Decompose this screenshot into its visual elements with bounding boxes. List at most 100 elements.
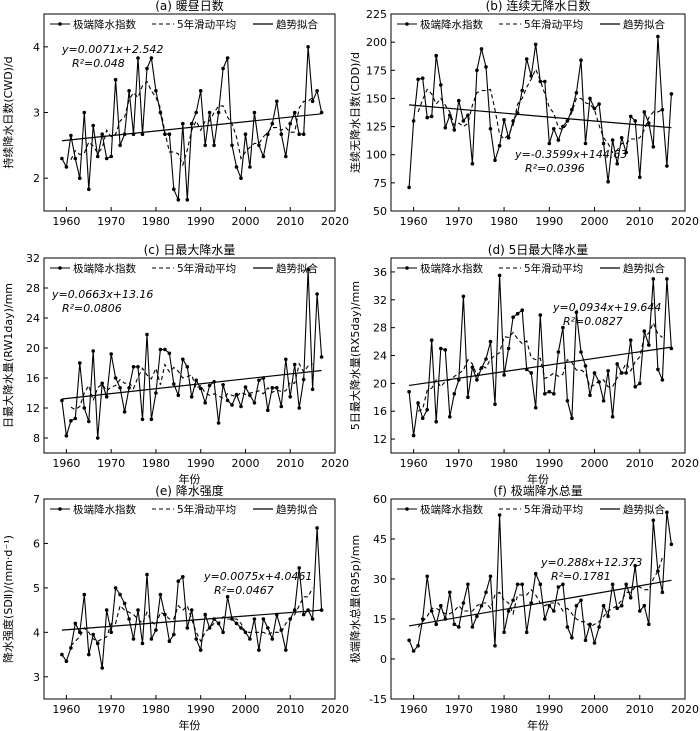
data-point bbox=[574, 91, 579, 95]
data-point bbox=[73, 621, 78, 626]
data-point bbox=[574, 603, 579, 608]
chart-title: (a) 暖昼日数 bbox=[155, 0, 224, 13]
x-tick-label: 1990 bbox=[535, 703, 563, 716]
data-point bbox=[642, 110, 647, 114]
trend-equation: y=0.0934x+19.644 bbox=[552, 301, 661, 314]
data-point bbox=[230, 617, 234, 621]
y-tick-label: 200 bbox=[366, 36, 387, 49]
data-point bbox=[633, 119, 637, 123]
data-point bbox=[172, 187, 176, 192]
data-point bbox=[484, 357, 488, 361]
data-point bbox=[243, 630, 248, 635]
plot-frame bbox=[43, 498, 336, 700]
data-point bbox=[176, 579, 181, 583]
data-point bbox=[266, 626, 270, 630]
data-point bbox=[619, 371, 624, 375]
index-line bbox=[61, 527, 323, 668]
data-point bbox=[407, 389, 411, 394]
y-tick-label: 16 bbox=[26, 372, 40, 385]
x-tick-label: 1980 bbox=[490, 457, 518, 470]
data-point bbox=[538, 582, 543, 587]
data-point bbox=[461, 601, 466, 605]
data-point bbox=[167, 351, 172, 356]
data-point bbox=[145, 66, 149, 71]
data-point bbox=[198, 386, 203, 391]
data-point bbox=[511, 119, 515, 123]
data-point bbox=[122, 410, 127, 414]
data-point bbox=[319, 355, 324, 359]
data-point bbox=[140, 132, 145, 136]
y-tick-label: 4 bbox=[33, 41, 40, 54]
data-point bbox=[140, 417, 145, 422]
data-point bbox=[547, 141, 552, 146]
data-point bbox=[651, 518, 656, 523]
data-point bbox=[95, 436, 100, 440]
data-point bbox=[198, 89, 203, 93]
chart-title: (b) 连续无降水日数 bbox=[486, 0, 591, 13]
chart-title: (c) 日最大降水量 bbox=[144, 243, 236, 257]
data-point bbox=[628, 114, 633, 119]
data-point bbox=[665, 510, 669, 515]
x-tick-label: 2000 bbox=[231, 215, 259, 228]
trend-equation: y=0.288x+12.373 bbox=[540, 556, 642, 569]
data-point bbox=[95, 154, 100, 159]
data-point bbox=[292, 362, 297, 367]
data-point bbox=[547, 603, 552, 608]
r-squared: R²=0.0396 bbox=[525, 162, 585, 175]
data-point bbox=[583, 364, 588, 368]
y-tick-label: 12 bbox=[26, 402, 40, 415]
x-tick-label: 2020 bbox=[671, 703, 699, 716]
data-point bbox=[194, 110, 198, 115]
x-tick-label: 1980 bbox=[490, 703, 518, 716]
x-tick-label: 2000 bbox=[581, 703, 609, 716]
data-point bbox=[452, 392, 457, 396]
data-point bbox=[60, 398, 64, 403]
x-tick-label: 1980 bbox=[142, 215, 170, 228]
trend-equation: y=-0.3599x+144.63 bbox=[514, 148, 627, 161]
legend-ma-label: 5年滑动平均 bbox=[177, 503, 236, 516]
data-point bbox=[656, 569, 660, 573]
y-axis-label: 极端降水总量(R95p)/mm bbox=[348, 535, 362, 663]
data-point bbox=[292, 608, 297, 612]
data-point bbox=[270, 386, 275, 390]
x-tick-label: 1990 bbox=[187, 703, 215, 716]
y-tick-label: 150 bbox=[366, 92, 387, 105]
data-point bbox=[552, 609, 556, 613]
data-point bbox=[651, 145, 656, 149]
legend-index-label: 极端降水指数 bbox=[73, 262, 136, 275]
data-point bbox=[69, 646, 73, 650]
data-point bbox=[502, 630, 506, 635]
data-point bbox=[457, 378, 461, 382]
legend-index-label: 极端降水指数 bbox=[420, 262, 483, 275]
y-tick-label: 20 bbox=[26, 342, 40, 355]
data-point bbox=[628, 595, 633, 600]
data-point bbox=[275, 99, 279, 104]
data-point bbox=[529, 601, 533, 605]
data-point bbox=[638, 175, 642, 179]
data-point bbox=[176, 393, 181, 398]
data-point bbox=[243, 132, 248, 136]
data-point bbox=[60, 652, 64, 657]
r-squared: R²=0.1781 bbox=[551, 570, 611, 583]
index-line bbox=[408, 512, 672, 653]
data-point bbox=[154, 89, 158, 93]
data-point bbox=[506, 609, 511, 613]
legend-ma-label: 5年滑动平均 bbox=[524, 18, 583, 31]
data-point bbox=[315, 292, 319, 296]
data-point bbox=[149, 637, 154, 641]
trend-equation: y=0.0071x+2.542 bbox=[61, 43, 163, 56]
data-point bbox=[524, 630, 529, 635]
data-point bbox=[306, 45, 310, 49]
data-point bbox=[234, 621, 239, 626]
legend-index-marker bbox=[58, 507, 62, 511]
data-point bbox=[638, 609, 642, 613]
data-point bbox=[610, 582, 615, 587]
moving-average-line bbox=[417, 321, 663, 412]
legend-index-label: 极端降水指数 bbox=[420, 18, 483, 31]
moving-average-line bbox=[70, 362, 313, 411]
data-point bbox=[100, 381, 104, 386]
data-point bbox=[118, 592, 122, 597]
legend: 极端降水指数 5年滑动平均 趋势拟合 bbox=[50, 503, 318, 516]
data-point bbox=[212, 380, 216, 384]
